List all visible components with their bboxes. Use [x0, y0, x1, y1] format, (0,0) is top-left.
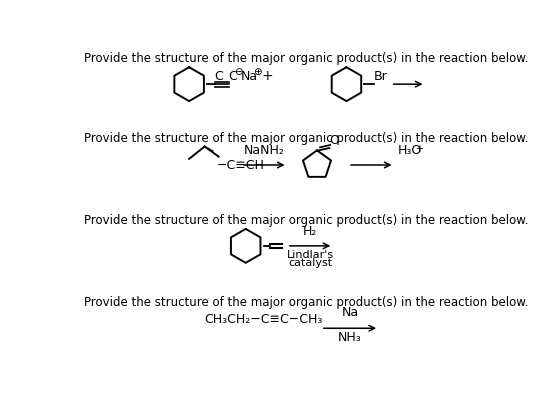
- Text: Provide the structure of the major organic product(s) in the reaction below.: Provide the structure of the major organ…: [84, 296, 529, 309]
- Text: Lindlar's: Lindlar's: [286, 250, 333, 260]
- Text: ⊕: ⊕: [253, 67, 262, 77]
- Text: H₂: H₂: [303, 225, 317, 238]
- Text: −C≡CH: −C≡CH: [217, 159, 265, 172]
- Text: C: C: [214, 70, 222, 83]
- Text: +: +: [261, 69, 273, 83]
- Text: NaNH₂: NaNH₂: [244, 144, 285, 157]
- Text: Provide the structure of the major organic product(s) in the reaction below.: Provide the structure of the major organ…: [84, 132, 529, 145]
- Text: Provide the structure of the major organic product(s) in the reaction below.: Provide the structure of the major organ…: [84, 214, 529, 227]
- Text: Provide the structure of the major organic product(s) in the reaction below.: Provide the structure of the major organ…: [84, 52, 529, 65]
- Text: catalyst: catalyst: [288, 258, 332, 268]
- Text: CH₃CH₂−C≡C−CH₃: CH₃CH₂−C≡C−CH₃: [205, 313, 323, 326]
- Text: Na: Na: [241, 70, 258, 83]
- Text: O: O: [330, 134, 339, 147]
- Text: H₃O: H₃O: [397, 144, 422, 157]
- Text: C: C: [229, 70, 237, 83]
- Text: NH₃: NH₃: [338, 331, 362, 344]
- Text: +: +: [416, 144, 423, 154]
- Text: Na: Na: [341, 306, 358, 319]
- Text: Br: Br: [374, 70, 388, 83]
- Text: ⊖: ⊖: [234, 67, 243, 77]
